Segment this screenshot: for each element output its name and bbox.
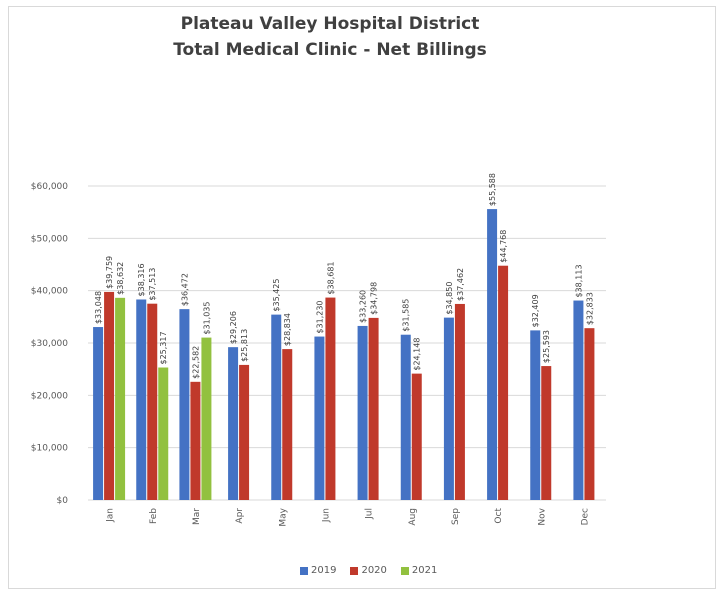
bar-2019-apr	[228, 347, 239, 500]
x-tick-label: Nov	[537, 507, 547, 525]
data-label: $38,632	[116, 262, 125, 295]
y-tick-label: $0	[57, 496, 69, 506]
data-label: $36,472	[180, 273, 189, 306]
x-tick-label: Dec	[580, 508, 590, 525]
y-tick-label: $40,000	[31, 287, 68, 297]
data-label: $44,768	[499, 230, 508, 263]
y-tick-label: $50,000	[31, 234, 68, 244]
bar-2019-aug	[400, 334, 411, 500]
bar-2020-nov	[541, 366, 552, 500]
data-label: $37,462	[456, 268, 465, 301]
bar-2021-jan	[115, 297, 126, 500]
data-label: $32,833	[585, 292, 594, 325]
chart-legend: 2019 2020 2021	[300, 565, 437, 576]
bar-2020-feb	[147, 303, 158, 500]
data-label: $34,798	[370, 282, 379, 315]
bar-2020-oct	[498, 265, 509, 500]
data-label: $31,585	[402, 299, 411, 332]
data-label: $29,206	[229, 311, 238, 344]
legend-swatch-2020	[350, 566, 359, 575]
bar-2020-jun	[325, 297, 336, 500]
legend-swatch-2021	[400, 566, 409, 575]
bar-2019-jul	[357, 325, 368, 500]
legend-label-2021: 2021	[411, 565, 438, 576]
legend-swatch-2019	[300, 566, 308, 575]
x-tick-label: Apr	[235, 508, 245, 524]
x-tick-label: Aug	[408, 508, 418, 526]
bar-2019-nov	[530, 330, 541, 500]
legend-item-2021: 2021	[400, 565, 438, 576]
x-tick-label: Jul	[365, 508, 375, 520]
data-label: $37,513	[148, 268, 157, 301]
bar-2021-feb	[158, 367, 169, 500]
bar-2021-mar	[201, 337, 212, 500]
bar-2019-oct	[487, 209, 498, 500]
bar-2020-aug	[411, 373, 422, 500]
bar-2019-jan	[93, 327, 104, 500]
data-label: $38,681	[326, 261, 335, 294]
bar-2019-mar	[179, 309, 190, 500]
data-label: $32,409	[531, 294, 540, 327]
bar-2020-apr	[239, 364, 250, 500]
data-label: $25,317	[159, 331, 168, 364]
bar-2020-mar	[190, 381, 201, 500]
data-label: $25,813	[240, 329, 249, 362]
data-label: $31,230	[315, 300, 324, 333]
bar-2020-may	[282, 349, 293, 500]
x-tick-label: Feb	[149, 508, 159, 524]
bar-2019-feb	[136, 299, 147, 500]
bar-2020-dec	[584, 328, 595, 500]
data-label: $55,588	[488, 173, 497, 206]
legend-item-2020: 2020	[350, 565, 387, 576]
bar-2020-sep	[454, 303, 465, 500]
legend-item-2019: 2019	[300, 565, 336, 576]
x-tick-label: Jun	[321, 508, 331, 523]
data-label: $34,850	[445, 282, 454, 315]
legend-label-2019: 2019	[311, 565, 337, 576]
bar-2020-jan	[104, 291, 115, 500]
x-tick-label: Mar	[192, 508, 202, 525]
data-label: $33,260	[359, 290, 368, 323]
data-label: $24,148	[413, 338, 422, 371]
y-tick-label: $30,000	[31, 339, 68, 349]
bar-2019-sep	[443, 317, 454, 500]
data-label: $35,425	[272, 279, 281, 312]
bar-2019-may	[271, 314, 282, 500]
chart-subtitle: Total Medical Clinic - Net Billings	[173, 40, 487, 60]
x-tick-label: Sep	[451, 508, 461, 525]
data-label: $38,316	[137, 263, 146, 296]
data-label: $31,035	[202, 301, 211, 334]
y-tick-label: $10,000	[31, 444, 68, 454]
chart-title: Plateau Valley Hospital District	[180, 14, 480, 34]
data-label: $33,048	[94, 291, 103, 324]
data-label: $22,582	[191, 346, 200, 379]
x-tick-label: Oct	[494, 508, 504, 524]
x-tick-label: Jan	[106, 508, 116, 523]
data-label: $39,759	[105, 256, 114, 289]
y-tick-label: $20,000	[31, 391, 68, 401]
data-label: $28,834	[283, 313, 292, 346]
bar-2019-dec	[573, 300, 584, 500]
y-tick-label: $60,000	[31, 182, 68, 192]
data-label: $25,593	[542, 330, 551, 363]
bar-2020-jul	[368, 317, 379, 500]
bar-2019-jun	[314, 336, 325, 500]
x-tick-label: May	[278, 507, 288, 526]
legend-label-2020: 2020	[361, 565, 387, 576]
data-label: $38,113	[574, 264, 583, 297]
